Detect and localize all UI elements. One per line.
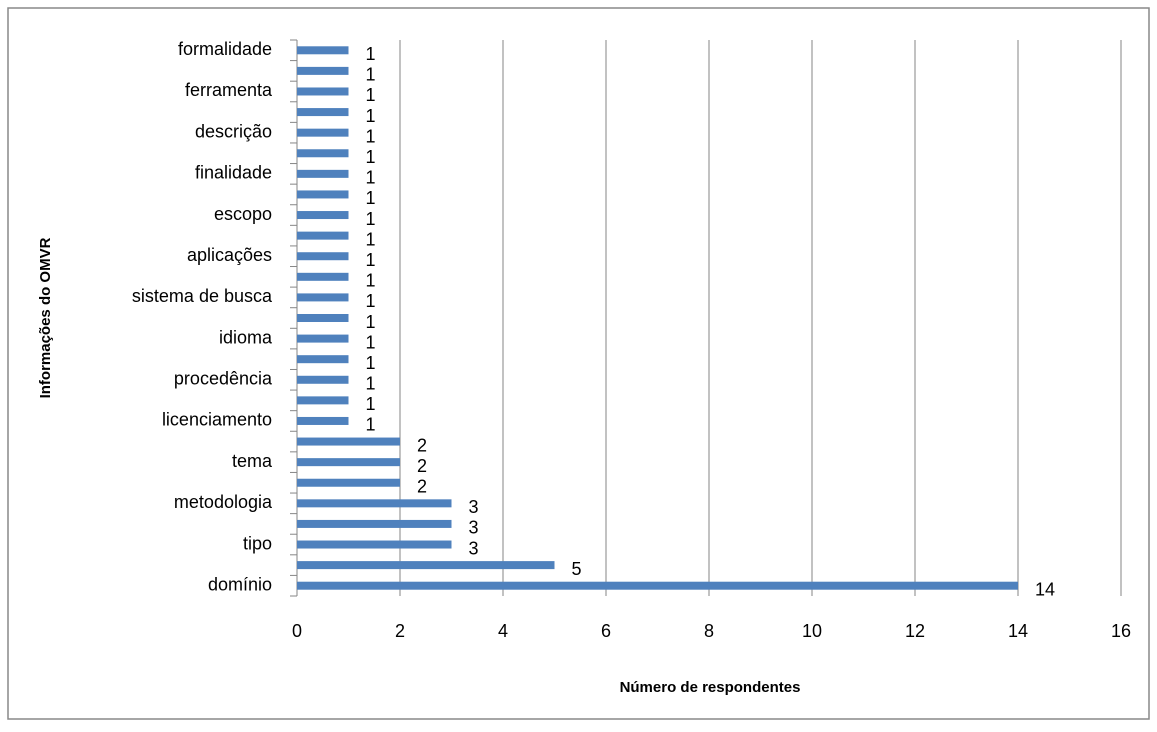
bar — [297, 437, 400, 446]
data-label: 1 — [366, 312, 376, 332]
bar — [297, 478, 400, 487]
data-label: 1 — [366, 209, 376, 229]
bar — [297, 128, 349, 137]
y-tick-label: finalidade — [195, 163, 272, 183]
data-label: 1 — [366, 85, 376, 105]
data-label: 1 — [366, 106, 376, 126]
bar — [297, 355, 349, 364]
y-tick-label: tema — [232, 451, 273, 471]
bar — [297, 231, 349, 240]
data-label: 1 — [366, 126, 376, 146]
data-label: 1 — [366, 229, 376, 249]
data-label: 1 — [366, 168, 376, 188]
x-tick-label: 8 — [704, 621, 714, 641]
bar — [297, 396, 349, 405]
y-tick-label: licenciamento — [162, 410, 272, 430]
y-tick-label: procedência — [174, 369, 273, 389]
bar — [297, 211, 349, 220]
bar — [297, 540, 452, 549]
bar — [297, 499, 452, 508]
x-axis-label: Número de respondentes — [620, 679, 801, 696]
data-label: 3 — [469, 497, 479, 517]
data-label: 1 — [366, 44, 376, 64]
bar — [297, 87, 349, 96]
data-label: 1 — [366, 353, 376, 373]
y-tick-label: sistema de busca — [132, 286, 273, 306]
bar — [297, 458, 400, 467]
bar — [297, 108, 349, 117]
y-tick-label: tipo — [243, 533, 272, 553]
y-tick-label: metodologia — [174, 492, 273, 512]
x-tick-label: 4 — [498, 621, 508, 641]
y-tick-label: formalidade — [178, 39, 272, 59]
x-tick-label: 2 — [395, 621, 405, 641]
data-label: 1 — [366, 332, 376, 352]
bar — [297, 375, 349, 384]
y-tick-label: aplicações — [187, 245, 272, 265]
bar — [297, 581, 1018, 590]
y-tick-label: escopo — [214, 204, 272, 224]
data-label: 14 — [1035, 579, 1055, 599]
data-label: 1 — [366, 374, 376, 394]
data-label: 1 — [366, 291, 376, 311]
y-tick-label: domínio — [208, 574, 272, 594]
x-tick-label: 14 — [1008, 621, 1028, 641]
chart-border — [7, 7, 1150, 720]
x-tick-label: 10 — [802, 621, 822, 641]
x-tick-label: 0 — [292, 621, 302, 641]
data-label: 2 — [417, 456, 427, 476]
bar — [297, 519, 452, 528]
y-tick-label: idioma — [219, 327, 273, 347]
data-label: 1 — [366, 250, 376, 270]
data-label: 2 — [417, 435, 427, 455]
data-label: 5 — [572, 559, 582, 579]
bar — [297, 314, 349, 322]
bar — [297, 293, 349, 302]
bar — [297, 272, 349, 281]
bar — [297, 561, 555, 570]
data-label: 3 — [469, 538, 479, 558]
data-label: 2 — [417, 476, 427, 496]
bar — [297, 46, 349, 55]
data-label: 3 — [469, 518, 479, 538]
y-tick-label: descrição — [195, 121, 272, 141]
data-label: 1 — [366, 147, 376, 167]
x-tick-label: 6 — [601, 621, 611, 641]
y-tick-label: ferramenta — [185, 80, 273, 100]
x-tick-label: 16 — [1111, 621, 1131, 641]
bar — [297, 334, 349, 343]
data-label: 1 — [366, 188, 376, 208]
data-label: 1 — [366, 394, 376, 414]
bar — [297, 416, 349, 425]
data-label: 1 — [366, 271, 376, 291]
bar — [297, 190, 349, 199]
data-label: 1 — [366, 65, 376, 85]
bar — [297, 149, 349, 158]
y-axis-label: Informações do OMVR — [37, 237, 54, 398]
bar — [297, 169, 349, 178]
bar — [297, 66, 349, 75]
data-label: 1 — [366, 415, 376, 435]
x-tick-label: 12 — [905, 621, 925, 641]
bar — [297, 252, 349, 261]
